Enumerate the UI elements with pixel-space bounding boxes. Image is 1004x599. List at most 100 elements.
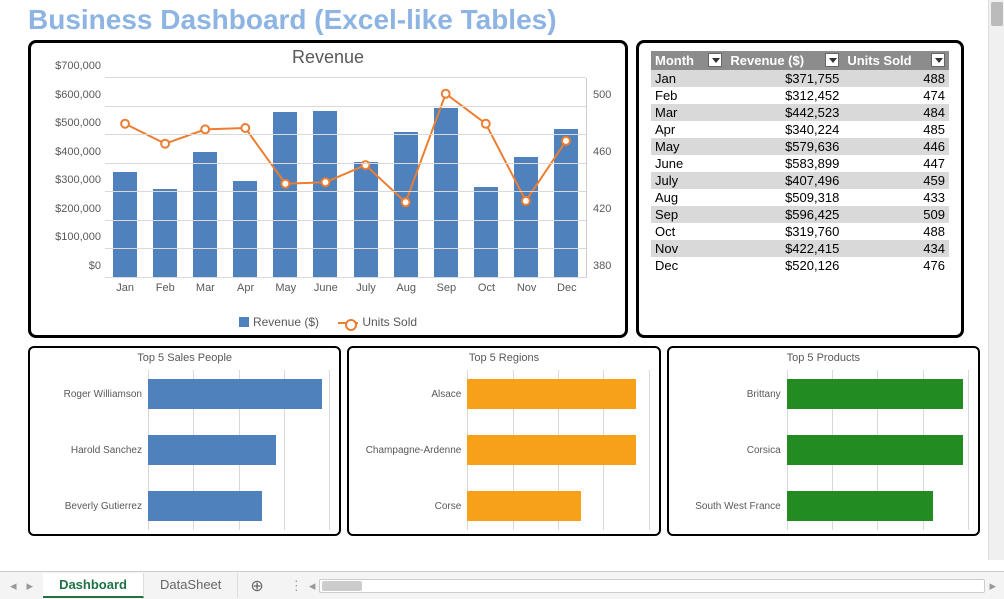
- data-table: MonthRevenue ($)Units Sold Jan$371,75548…: [651, 51, 949, 274]
- vertical-scrollbar[interactable]: [988, 0, 1004, 560]
- table-cell: $340,224: [726, 121, 843, 138]
- bottom-row: Top 5 Sales PeopleRoger WilliamsonHarold…: [0, 338, 988, 536]
- page-title: Business Dashboard (Excel-like Tables): [0, 0, 988, 40]
- table-row: Sep$596,425509: [651, 206, 949, 223]
- table-cell: 474: [843, 87, 949, 104]
- table-cell: 433: [843, 189, 949, 206]
- x-label: Mar: [193, 282, 217, 294]
- x-label: Nov: [515, 282, 539, 294]
- table-cell: $579,636: [726, 138, 843, 155]
- x-label: Dec: [555, 282, 579, 294]
- tabs-container: DashboardDataSheet: [43, 573, 238, 598]
- table-row: Nov$422,415434: [651, 240, 949, 257]
- y-left-tick: $400,000: [31, 146, 101, 158]
- table-cell: June: [651, 155, 726, 172]
- y-left-tick: $500,000: [31, 117, 101, 129]
- table-row: July$407,496459: [651, 172, 949, 189]
- revenue-bar: [394, 132, 418, 278]
- table-cell: May: [651, 138, 726, 155]
- sheet-tab-datasheet[interactable]: DataSheet: [144, 573, 238, 598]
- table-cell: 447: [843, 155, 949, 172]
- table-cell: 446: [843, 138, 949, 155]
- revenue-bar: [434, 108, 458, 278]
- hbar: [787, 491, 934, 521]
- x-label: Oct: [474, 282, 498, 294]
- dashboard-content: Business Dashboard (Excel-like Tables) R…: [0, 0, 988, 560]
- sheet-tab-dashboard[interactable]: Dashboard: [43, 573, 144, 598]
- hbar-row: Alsace: [357, 372, 650, 416]
- hscroll-left-icon[interactable]: ◂: [309, 578, 316, 594]
- table-cell: July: [651, 172, 726, 189]
- y-axis-right: 380420460500: [589, 78, 625, 278]
- revenue-bar: [193, 152, 217, 278]
- y-right-tick: 460: [589, 146, 625, 158]
- y-left-tick: $0: [31, 260, 101, 272]
- hbar-label: Roger Williamson: [38, 389, 148, 400]
- revenue-bar: [113, 172, 137, 278]
- table-header-revenue-[interactable]: Revenue ($): [726, 51, 843, 70]
- add-sheet-button[interactable]: ⊕: [238, 576, 275, 596]
- vertical-scrollbar-thumb[interactable]: [991, 2, 1003, 26]
- horizontal-scrollbar[interactable]: [319, 579, 985, 593]
- x-label: Sep: [434, 282, 458, 294]
- table-cell: $596,425: [726, 206, 843, 223]
- table-cell: $371,755: [726, 70, 843, 87]
- filter-dropdown-icon[interactable]: [825, 53, 839, 67]
- table-cell: Jan: [651, 70, 726, 87]
- horizontal-scrollbar-group: ⋮ ◂ ▸: [276, 578, 1004, 594]
- legend-units-label: Units Sold: [362, 315, 417, 329]
- table-row: Oct$319,760488: [651, 223, 949, 240]
- tab-nav-prev-icon[interactable]: ◂: [10, 578, 17, 594]
- table-row: Aug$509,318433: [651, 189, 949, 206]
- y-left-tick: $600,000: [31, 89, 101, 101]
- hbar-row: South West France: [677, 484, 970, 528]
- hbar-label: Champagne-Ardenne: [357, 445, 467, 456]
- y-right-tick: 500: [589, 89, 625, 101]
- hbar: [467, 491, 581, 521]
- table-cell: Mar: [651, 104, 726, 121]
- revenue-legend: Revenue ($) Units Sold: [31, 315, 625, 329]
- x-label: Apr: [234, 282, 258, 294]
- table-body: Jan$371,755488Feb$312,452474Mar$442,5234…: [651, 70, 949, 274]
- hbar-label: Corse: [357, 501, 467, 512]
- table-cell: Apr: [651, 121, 726, 138]
- hbar-label: Brittany: [677, 389, 787, 400]
- revenue-bar: [153, 189, 177, 278]
- hbar: [148, 379, 322, 409]
- mini-chart-panel: Top 5 ProductsBrittanyCorsicaSouth West …: [667, 346, 980, 536]
- table-cell: 485: [843, 121, 949, 138]
- hbar: [148, 435, 276, 465]
- y-right-tick: 420: [589, 203, 625, 215]
- revenue-bar: [554, 129, 578, 278]
- hbar-row: Corse: [357, 484, 650, 528]
- revenue-chart-panel: Revenue $0$100,000$200,000$300,000$400,0…: [28, 40, 628, 338]
- legend-revenue-label: Revenue ($): [253, 315, 319, 329]
- table-cell: 476: [843, 257, 949, 274]
- filter-dropdown-icon[interactable]: [708, 53, 722, 67]
- horizontal-scrollbar-thumb[interactable]: [322, 581, 362, 591]
- hscroll-grip-icon[interactable]: ⋮: [284, 578, 309, 594]
- filter-dropdown-icon[interactable]: [931, 53, 945, 67]
- hbar: [467, 435, 636, 465]
- hbar-label: Beverly Gutierrez: [38, 501, 148, 512]
- table-cell: 459: [843, 172, 949, 189]
- table-row: Feb$312,452474: [651, 87, 949, 104]
- plot-area: [105, 78, 587, 278]
- table-row: Apr$340,224485: [651, 121, 949, 138]
- mini-chart-title: Top 5 Regions: [357, 352, 650, 364]
- mini-chart-title: Top 5 Products: [677, 352, 970, 364]
- table-cell: 484: [843, 104, 949, 121]
- tab-nav-next-icon[interactable]: ▸: [27, 578, 34, 594]
- table-header-month[interactable]: Month: [651, 51, 726, 70]
- hbar-row: Beverly Gutierrez: [38, 484, 331, 528]
- table-header-units-sold[interactable]: Units Sold: [843, 51, 949, 70]
- table-cell: Sep: [651, 206, 726, 223]
- table-cell: 434: [843, 240, 949, 257]
- table-row: Mar$442,523484: [651, 104, 949, 121]
- hbar: [467, 379, 636, 409]
- table-cell: Dec: [651, 257, 726, 274]
- hscroll-right-icon[interactable]: ▸: [989, 578, 996, 594]
- y-left-tick: $700,000: [31, 60, 101, 72]
- revenue-bar: [514, 157, 538, 278]
- y-left-tick: $300,000: [31, 174, 101, 186]
